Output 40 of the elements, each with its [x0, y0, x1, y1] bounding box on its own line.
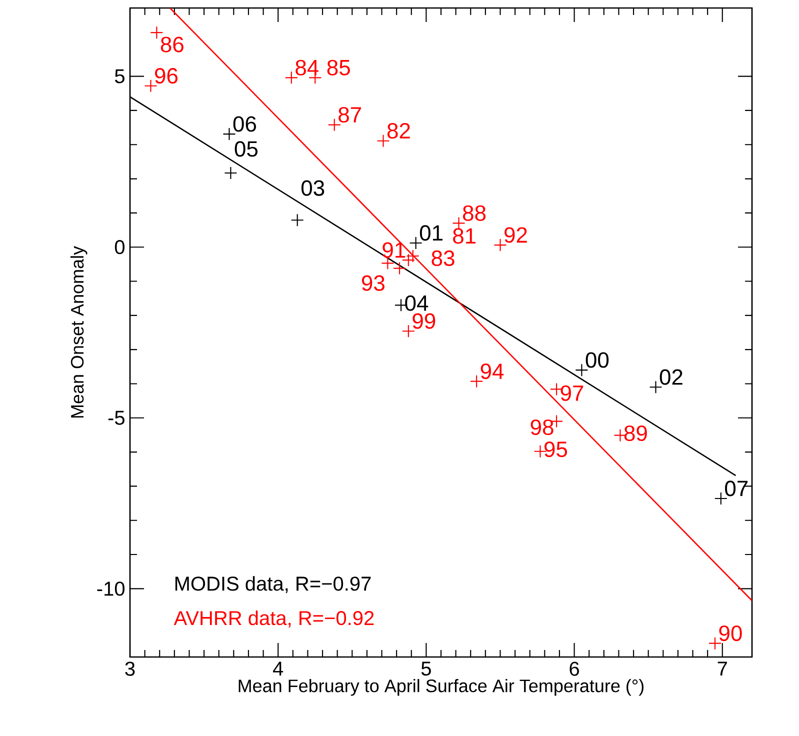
annotation: 06 — [233, 116, 256, 132]
x-tick-label: 6 — [570, 662, 579, 676]
annotation: 98 — [530, 419, 554, 436]
annotation: 81 — [453, 228, 476, 244]
text: AVHRR data, R=−0.92 — [174, 610, 374, 628]
annotation: 96 — [155, 68, 178, 84]
x-axis-title: Mean February to April Surface Air Temperature (°) — [238, 679, 644, 696]
x-tick-label: 7 — [718, 662, 727, 676]
annotation: 82 — [387, 123, 410, 139]
y-axis-title: Mean Onset Anomaly — [70, 246, 88, 418]
annotation: 88 — [463, 205, 486, 221]
y-tick-label: -10 — [97, 582, 124, 596]
annotation: 89 — [624, 425, 647, 442]
annotation: 03 — [301, 180, 324, 196]
x-tick-label: 3 — [125, 662, 135, 676]
annotation: 01 — [420, 225, 442, 241]
annotation: 83 — [432, 250, 454, 266]
annotation: 87 — [338, 106, 361, 123]
annotation: 92 — [504, 227, 527, 243]
annotation: 00 — [586, 352, 609, 368]
annotation: 95 — [544, 442, 568, 458]
legend-label: MODIS data, R=−0.97 — [175, 576, 371, 594]
annotation: 90 — [719, 625, 742, 642]
annotation: 94 — [480, 363, 504, 380]
y-tick-label: 5 — [114, 69, 124, 84]
annotation: 86 — [160, 36, 184, 52]
annotation: 99 — [412, 313, 436, 329]
annotation: 97 — [560, 385, 584, 401]
y-tick-label: -5 — [108, 410, 124, 425]
annotation: 93 — [362, 275, 384, 291]
x-tick-label: 4 — [272, 662, 284, 676]
annotation: 04 — [405, 295, 428, 311]
y-tick-label: 0 — [114, 240, 124, 254]
annotation: 07 — [725, 480, 748, 496]
annotation: 02 — [660, 369, 682, 385]
annotation: 85 — [327, 60, 350, 76]
x-tick-label: 5 — [421, 662, 431, 676]
annotation: 91 — [382, 242, 406, 258]
annotation: 84 — [296, 60, 319, 76]
annotation: 05 — [234, 141, 258, 157]
